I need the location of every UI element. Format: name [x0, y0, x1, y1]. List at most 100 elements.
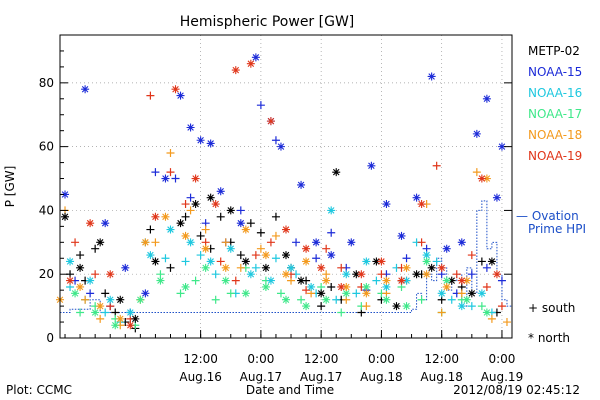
- north-point: [317, 263, 326, 272]
- south-point: [317, 302, 326, 311]
- north-point: [382, 295, 391, 304]
- north-point: [141, 238, 150, 247]
- north-point: [402, 302, 411, 311]
- north-point: [201, 263, 210, 272]
- south-point: [236, 251, 245, 260]
- north-point: [362, 282, 371, 291]
- north-point: [497, 142, 506, 151]
- south-point: [251, 263, 260, 272]
- north-point: [261, 263, 270, 272]
- north-point: [141, 289, 150, 298]
- south-point: [482, 282, 491, 291]
- plot-frame: [59, 34, 513, 339]
- north-point: [307, 282, 316, 291]
- north-point: [482, 308, 491, 317]
- south-point: [447, 295, 456, 304]
- marker-legend-item: + south: [528, 301, 575, 315]
- north-point: [236, 219, 245, 228]
- south-point: [226, 289, 235, 298]
- south-point: [146, 91, 155, 100]
- legend-series-label: NOAA-16: [528, 86, 582, 100]
- south-point: [101, 308, 110, 317]
- south-point: [81, 295, 90, 304]
- south-point: [497, 302, 506, 311]
- north-point: [367, 161, 376, 170]
- north-point: [382, 282, 391, 291]
- north-point: [297, 180, 306, 189]
- north-point: [437, 263, 446, 272]
- south-point: [327, 282, 336, 291]
- north-point: [146, 251, 155, 260]
- north-point: [196, 136, 205, 145]
- north-point: [206, 257, 215, 266]
- north-point: [457, 276, 466, 285]
- chart-title: Hemispheric Power [GW]: [180, 14, 355, 30]
- south-point: [457, 289, 466, 298]
- north-point: [282, 251, 290, 260]
- x-tick-label-date: Aug.18: [360, 370, 403, 384]
- north-point: [126, 308, 135, 317]
- south-point: [266, 238, 275, 247]
- north-point: [241, 225, 250, 234]
- south-point: [166, 149, 175, 158]
- south-point: [297, 295, 306, 304]
- south-point: [86, 289, 95, 298]
- north-point: [181, 282, 190, 291]
- south-point: [171, 174, 180, 183]
- south-point: [216, 212, 225, 221]
- south-point: [246, 219, 255, 228]
- south-point: [166, 263, 175, 272]
- footer-left: Plot: CCMC: [6, 383, 72, 397]
- south-point: [236, 263, 245, 272]
- south-point: [91, 270, 100, 279]
- north-point: [61, 190, 70, 199]
- north-point: [116, 314, 125, 323]
- north-point: [86, 219, 95, 228]
- south-point: [221, 238, 230, 247]
- north-point: [312, 238, 321, 247]
- south-point: [196, 231, 205, 240]
- north-point: [86, 276, 95, 285]
- north-point: [106, 270, 115, 279]
- north-point: [437, 289, 446, 298]
- south-point: [161, 254, 170, 263]
- x-tick-label-date: Aug.17: [240, 370, 283, 384]
- north-point: [327, 251, 336, 260]
- north-point: [332, 168, 341, 177]
- north-point: [186, 123, 195, 132]
- north-point: [161, 212, 170, 221]
- north-point: [302, 302, 311, 311]
- north-point: [327, 206, 336, 215]
- north-point: [241, 257, 250, 266]
- south-point: [402, 254, 411, 263]
- north-point: [322, 295, 331, 304]
- south-point: [201, 225, 210, 234]
- north-point: [226, 244, 235, 253]
- x-tick-label-time: 12:00: [304, 352, 339, 366]
- north-point: [106, 295, 115, 304]
- north-point: [442, 276, 451, 285]
- north-point: [302, 257, 311, 266]
- north-point: [462, 295, 471, 304]
- x-tick-label-time: 12:00: [183, 352, 218, 366]
- north-point: [251, 53, 260, 62]
- north-point: [427, 72, 436, 81]
- north-point: [402, 276, 411, 285]
- north-point: [221, 263, 230, 272]
- south-point: [76, 308, 85, 317]
- north-point: [302, 244, 311, 253]
- south-point: [96, 314, 105, 323]
- legend-ovation-label-2: Prime HPI: [528, 222, 586, 236]
- north-point: [176, 91, 185, 100]
- north-point: [266, 276, 275, 285]
- north-point: [362, 289, 371, 298]
- north-point: [156, 276, 165, 285]
- north-point: [287, 263, 296, 272]
- north-point: [422, 270, 431, 279]
- north-point: [342, 282, 351, 291]
- north-point: [206, 139, 215, 148]
- north-point: [226, 206, 235, 215]
- north-point: [412, 270, 421, 279]
- south-point: [372, 276, 381, 285]
